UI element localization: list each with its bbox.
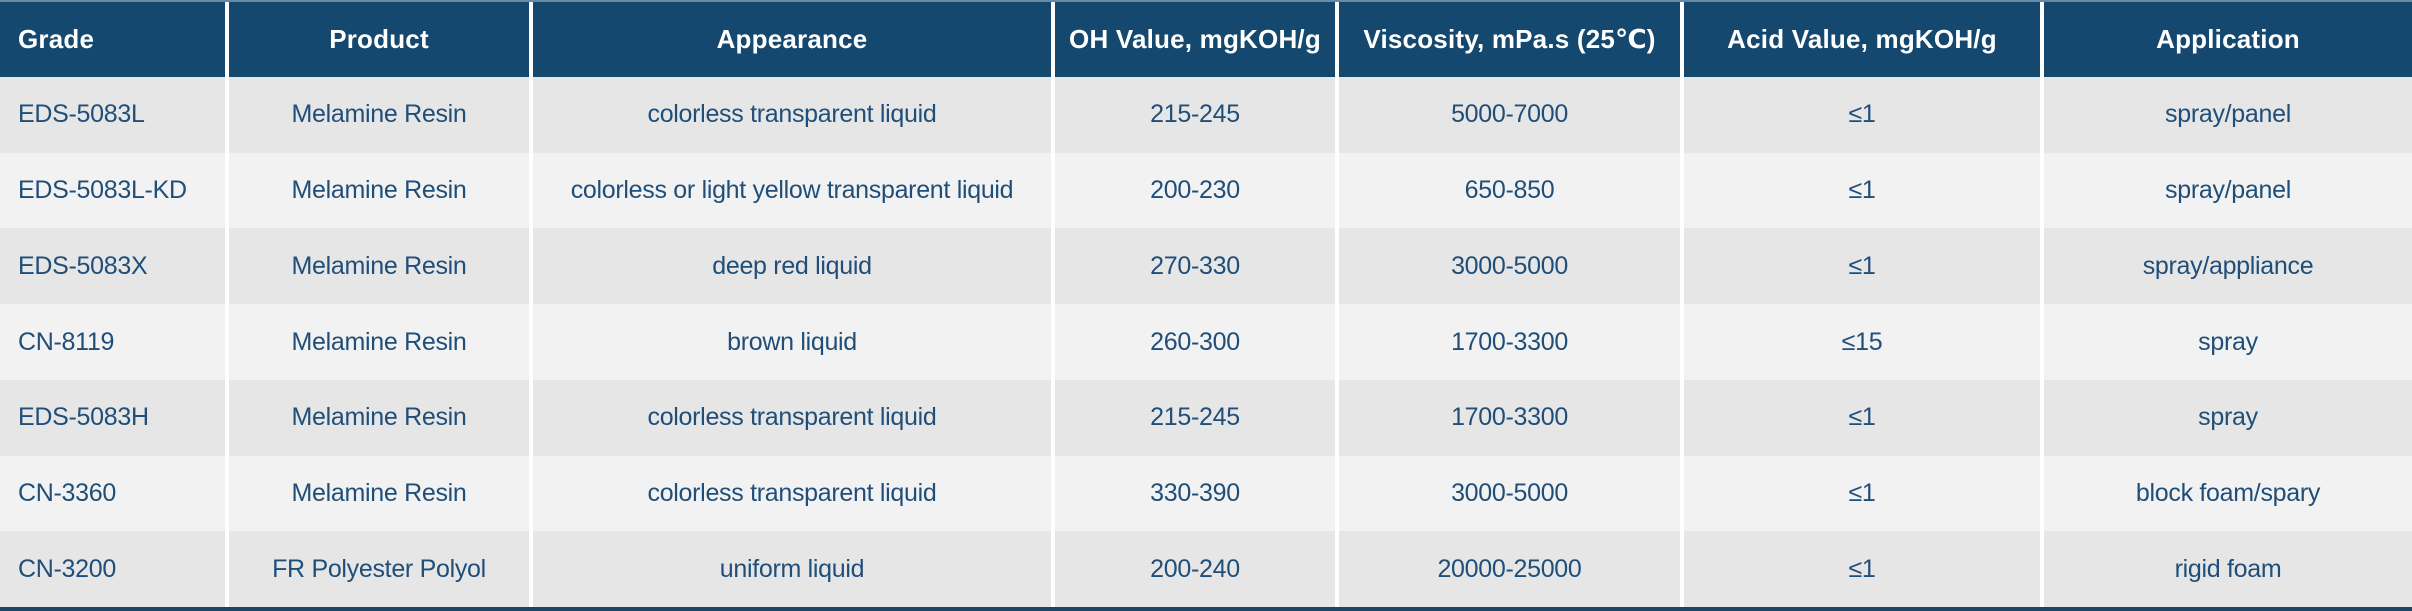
cell-acid-value: ≤1: [1680, 228, 2040, 305]
cell-viscosity: 1700-3300: [1335, 304, 1680, 380]
cell-product: Melamine Resin: [225, 228, 529, 305]
table-row: EDS-5083L Melamine Resin colorless trans…: [0, 77, 2412, 153]
cell-application: spray/appliance: [2040, 228, 2412, 305]
cell-appearance: colorless or light yellow transparent li…: [529, 152, 1051, 229]
cell-product: Melamine Resin: [225, 379, 529, 456]
header-cell-appearance: Appearance: [529, 2, 1051, 77]
cell-application: spray/panel: [2040, 152, 2412, 229]
cell-grade: CN-8119: [18, 327, 115, 356]
cell-application: spray: [2040, 379, 2412, 456]
cell-grade: EDS-5083H: [18, 403, 149, 432]
header-cell-viscosity: Viscosity, mPa.s (25℃): [1335, 2, 1680, 77]
cell-oh-value: 215-245: [1051, 77, 1335, 153]
cell-oh-value: 260-300: [1051, 304, 1335, 380]
cell-grade: EDS-5083X: [18, 251, 148, 280]
cell-oh-value: 270-330: [1051, 228, 1335, 305]
cell-product: Melamine Resin: [225, 152, 529, 229]
header-cell-product: Product: [225, 2, 529, 77]
cell-grade: EDS-5083L: [18, 100, 145, 129]
cell-acid-value: ≤1: [1680, 531, 2040, 608]
cell-appearance: brown liquid: [529, 304, 1051, 380]
table-row: CN-8119 Melamine Resin brown liquid 260-…: [0, 304, 2412, 380]
cell-acid-value: ≤1: [1680, 455, 2040, 532]
cell-appearance: deep red liquid: [529, 228, 1051, 305]
cell-appearance: colorless transparent liquid: [529, 455, 1051, 532]
table-row: EDS-5083L-KD Melamine Resin colorless or…: [0, 152, 2412, 229]
table-row: EDS-5083X Melamine Resin deep red liquid…: [0, 228, 2412, 305]
cell-viscosity: 3000-5000: [1335, 228, 1680, 305]
cell-oh-value: 200-230: [1051, 152, 1335, 229]
cell-appearance: colorless transparent liquid: [529, 77, 1051, 153]
cell-oh-value: 215-245: [1051, 379, 1335, 456]
cell-viscosity: 20000-25000: [1335, 531, 1680, 608]
cell-acid-value: ≤1: [1680, 152, 2040, 229]
cell-product: Melamine Resin: [225, 304, 529, 380]
cell-grade: CN-3360: [18, 478, 116, 507]
table-row: CN-3200 FR Polyester Polyol uniform liqu…: [0, 531, 2412, 608]
cell-viscosity: 5000-7000: [1335, 77, 1680, 153]
cell-grade: EDS-5083L-KD: [18, 176, 187, 205]
cell-product: FR Polyester Polyol: [225, 531, 529, 608]
cell-application: rigid foam: [2040, 531, 2412, 608]
cell-application: block foam/spary: [2040, 455, 2412, 532]
cell-oh-value: 200-240: [1051, 531, 1335, 608]
header-cell-application: Application: [2040, 2, 2412, 77]
cell-oh-value: 330-390: [1051, 455, 1335, 532]
cell-acid-value: ≤15: [1680, 304, 2040, 380]
cell-acid-value: ≤1: [1680, 379, 2040, 456]
header-cell-acid-value: Acid Value, mgKOH/g: [1680, 2, 2040, 77]
table-bottom-border: [0, 607, 2412, 611]
cell-appearance: uniform liquid: [529, 531, 1051, 608]
cell-viscosity: 650-850: [1335, 152, 1680, 229]
table-row: EDS-5083H Melamine Resin colorless trans…: [0, 379, 2412, 456]
cell-viscosity: 3000-5000: [1335, 455, 1680, 532]
cell-application: spray/panel: [2040, 77, 2412, 153]
cell-product: Melamine Resin: [225, 77, 529, 153]
header-cell-grade: Grade: [18, 24, 95, 54]
table-row: CN-3360 Melamine Resin colorless transpa…: [0, 455, 2412, 532]
cell-application: spray: [2040, 304, 2412, 380]
cell-grade: CN-3200: [18, 554, 116, 583]
cell-product: Melamine Resin: [225, 455, 529, 532]
cell-acid-value: ≤1: [1680, 77, 2040, 153]
header-cell-oh-value: OH Value, mgKOH/g: [1051, 2, 1335, 77]
cell-appearance: colorless transparent liquid: [529, 379, 1051, 456]
cell-viscosity: 1700-3300: [1335, 379, 1680, 456]
table-header-row: Grade Product Appearance OH Value, mgKOH…: [0, 2, 2412, 77]
table-top-border: [0, 0, 2412, 2]
